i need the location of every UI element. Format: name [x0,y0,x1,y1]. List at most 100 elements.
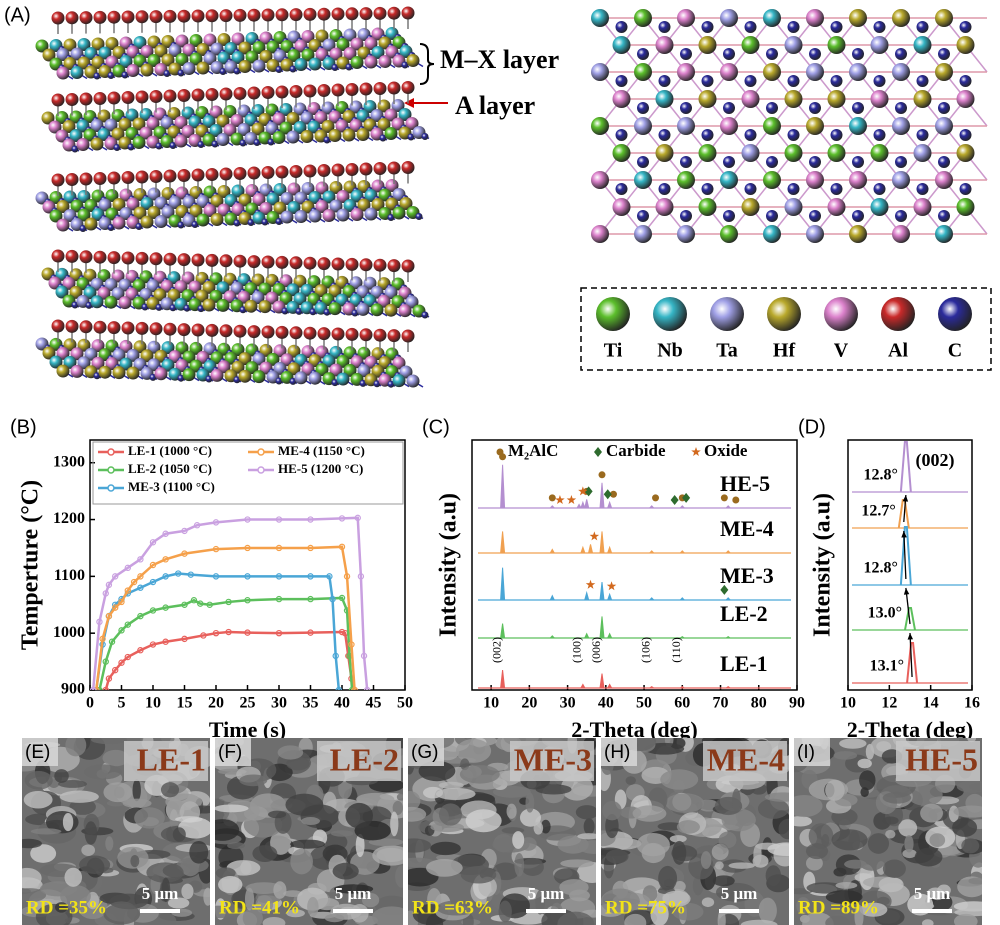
shift-arrow [909,632,913,678]
sem-grain [878,876,904,893]
peak-index: (100) [570,637,584,663]
data-point [96,618,103,626]
label-bg [408,738,444,766]
atom [191,323,205,337]
sem-grain [882,791,912,804]
atom [935,63,953,81]
atom [331,163,345,177]
atom [42,346,56,360]
atom [65,11,79,25]
atom [392,356,406,370]
sem-grain [968,877,982,885]
sem-grain [215,804,249,813]
sem-grain [506,803,517,819]
data-point [111,604,119,611]
atom [329,199,343,213]
atom [93,250,107,264]
scale-bar [140,909,180,913]
atom [336,372,350,386]
atom [133,36,147,49]
atom [56,364,70,378]
data-point [90,686,97,690]
data-point [200,632,207,639]
atom [359,162,373,176]
data-point [137,556,144,563]
atom [658,129,671,141]
scale-bar [912,909,952,913]
atom [175,53,189,66]
data-point [137,647,144,654]
atom [112,216,126,230]
atom [701,75,714,87]
atom [329,181,343,194]
atom [784,90,803,108]
legend-label: ME-3 (1100 °C) [128,479,215,494]
atom [293,292,307,306]
atom [343,47,357,60]
x-tick-label: 30 [271,695,287,712]
mx-layer-label: M–X layer [440,45,559,74]
atom [175,341,189,355]
atom [677,9,695,27]
atom [216,133,230,146]
data-point [275,573,283,580]
atom [289,165,303,178]
atom [62,120,76,133]
peak [607,500,613,509]
data-point [275,516,283,523]
atom [612,144,631,162]
atom [79,225,87,232]
atom [342,128,356,142]
sem-grain [605,813,619,839]
atom [77,338,91,352]
atom [147,340,161,354]
atom [723,102,735,114]
atom [238,60,252,73]
atom [913,144,932,162]
atom [126,197,140,211]
atom [65,319,79,333]
sem-grain [178,817,210,839]
sample-label: ME-4 [707,741,785,777]
atom [345,83,359,96]
peak [904,607,916,631]
sem-grain [658,865,678,891]
data-point [111,666,119,674]
sem-grain [262,916,286,925]
atom [720,117,738,135]
sem-grain [368,778,403,793]
sem-grain [59,790,99,803]
atom [135,223,143,230]
scale-bar [526,909,566,913]
rd-label: RD =63% [412,897,493,918]
atom [873,183,886,195]
atom [637,48,649,60]
atom [806,171,824,189]
atom [121,171,135,184]
phase-mark [652,494,660,502]
atom [202,298,216,312]
atom [112,198,126,211]
atom [126,348,140,362]
atom [107,72,115,79]
atom [303,7,317,21]
atom [107,224,115,231]
atom [591,63,609,81]
atom [104,278,118,292]
atom [303,164,317,178]
peak-index: (106) [638,637,652,663]
plot-frame [471,439,798,691]
atom [174,116,188,129]
atom [384,286,398,300]
data-point [111,573,119,580]
atom [377,118,391,131]
legend-box [92,441,404,505]
sem-grain [132,779,141,802]
atom [763,171,781,189]
atom [744,21,757,33]
atom [133,206,147,220]
atom [65,173,79,186]
data-point [174,570,182,577]
atom [272,112,286,126]
atom [336,38,350,51]
